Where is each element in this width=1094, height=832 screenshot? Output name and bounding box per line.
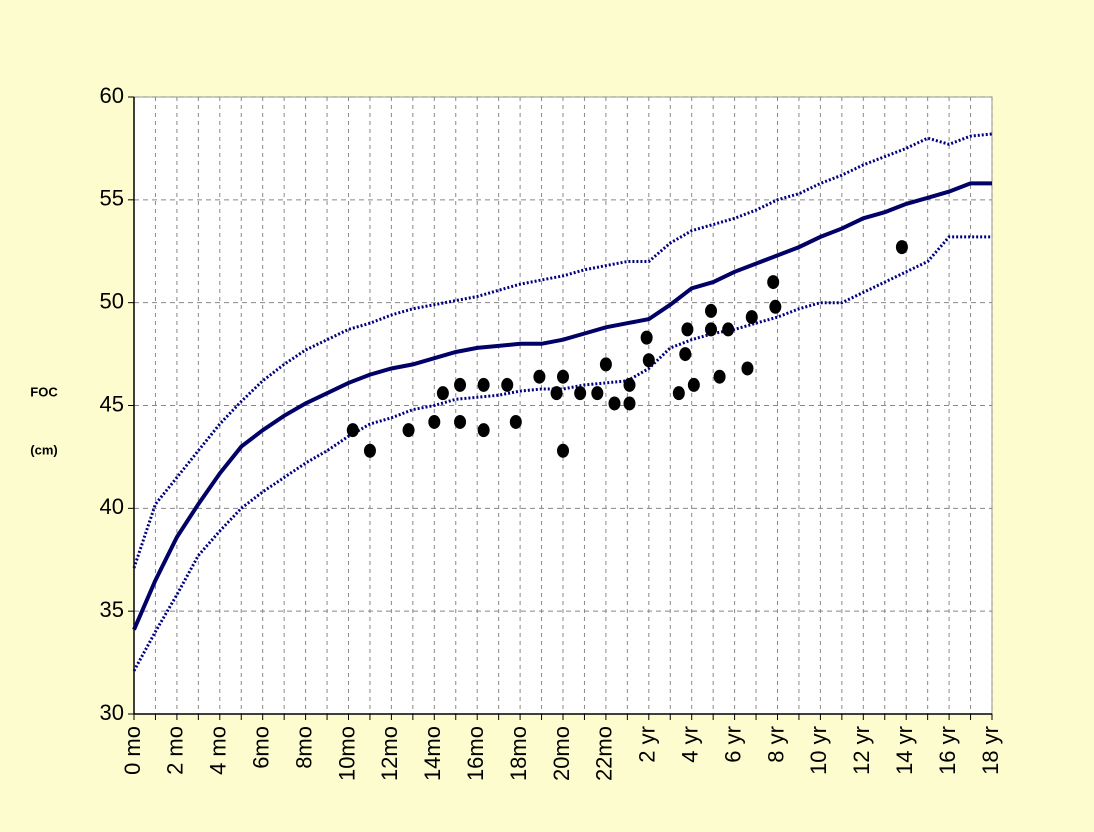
data-point (477, 377, 490, 392)
y-tick-label: 55 (100, 186, 124, 211)
line-series (132, 132, 993, 569)
x-tick-label: 6mo (249, 726, 274, 769)
data-point (672, 386, 685, 401)
data-point (557, 369, 569, 384)
y-axis-label: (cm) (30, 442, 57, 457)
data-point (591, 386, 604, 401)
x-tick-label: 10 yr (806, 726, 831, 775)
data-point (640, 330, 653, 345)
data-point (428, 414, 441, 429)
data-point (533, 369, 546, 384)
data-point (599, 357, 612, 372)
data-point (713, 369, 726, 384)
data-point (623, 396, 636, 411)
x-tick-label: 8mo (291, 726, 316, 769)
x-tick-label: 8 yr (763, 726, 788, 763)
x-tick-label: 14 yr (892, 726, 917, 775)
data-point (509, 414, 522, 429)
data-point (454, 414, 467, 429)
x-tick-label: 12mo (377, 726, 402, 781)
x-tick-label: 6 yr (720, 726, 745, 763)
x-tick-label: 4 yr (678, 726, 703, 763)
x-tick-label: 4 mo (206, 726, 231, 775)
y-axis-label: FOC (30, 384, 58, 399)
x-tick-label: 2 mo (163, 726, 188, 775)
data-point (557, 443, 569, 458)
data-point (574, 386, 587, 401)
data-point (741, 361, 754, 376)
data-point (642, 353, 655, 368)
line-series (132, 235, 992, 672)
x-tick-label: 2 yr (635, 726, 660, 763)
data-point (895, 240, 908, 255)
y-tick-label: 35 (100, 597, 124, 622)
x-tick-label: 20mo (549, 726, 574, 781)
x-tick-label: 18 yr (978, 726, 1003, 775)
data-point (623, 377, 636, 392)
data-point (402, 423, 415, 438)
x-tick-label: 22mo (592, 726, 617, 781)
y-tick-label: 60 (100, 83, 124, 108)
x-tick-label: 14mo (420, 726, 445, 781)
x-tick-label: 10mo (334, 726, 359, 781)
data-point (608, 396, 621, 411)
data-point (705, 322, 718, 337)
y-tick-label: 30 (100, 700, 124, 725)
y-tick-label: 50 (100, 288, 124, 313)
data-point (745, 310, 758, 325)
data-point (769, 299, 782, 314)
data-point (767, 275, 780, 290)
data-point (550, 386, 563, 401)
data-point (477, 423, 490, 438)
data-point (436, 386, 449, 401)
data-point (346, 423, 359, 438)
x-tick-label: 18mo (506, 726, 531, 781)
data-point (363, 443, 376, 458)
data-point (501, 377, 514, 392)
y-tick-label: 45 (100, 391, 124, 416)
data-point (722, 322, 735, 337)
y-tick-label: 40 (100, 494, 124, 519)
line-series (132, 181, 992, 631)
x-tick-label: 12 yr (849, 726, 874, 775)
data-point (687, 377, 700, 392)
data-point (681, 322, 694, 337)
data-point (705, 303, 718, 318)
x-tick-label: 16mo (463, 726, 488, 781)
data-point (679, 347, 692, 362)
data-point (454, 377, 467, 392)
x-tick-label: 16 yr (935, 726, 960, 775)
x-tick-label: 0 mo (120, 726, 145, 775)
